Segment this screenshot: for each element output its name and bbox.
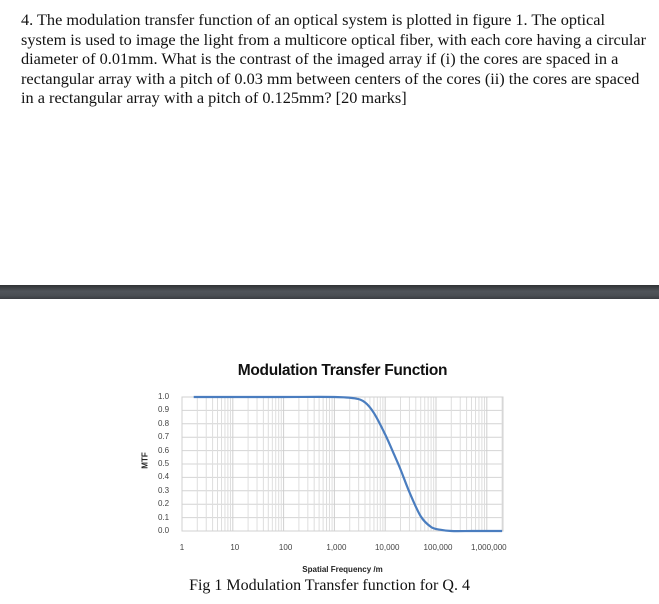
x-axis-label: Spatial Frequency /m — [302, 565, 383, 574]
y-tick-label: 0.6 — [158, 445, 170, 455]
y-tick-label: 0.4 — [158, 472, 170, 482]
y-tick-label: 0.0 — [158, 526, 170, 535]
y-tick-label: 0.5 — [158, 459, 170, 468]
x-tick-label: 100 — [278, 543, 293, 552]
x-tick-label: 10 — [230, 543, 240, 552]
x-tick-label: 100,000 — [423, 543, 453, 552]
figure-caption: Fig 1 Modulation Transfer function for Q… — [189, 577, 470, 594]
y-tick-label: 0.2 — [158, 499, 170, 509]
x-tick-label: 1,000,000 — [471, 543, 507, 552]
x-tick-label: 10,000 — [374, 543, 400, 552]
mtf-curve — [193, 395, 503, 533]
y-tick-label: 0.9 — [158, 405, 170, 415]
y-tick-label: 0.1 — [158, 512, 170, 522]
chart-title: Modulation Transfer Function — [237, 362, 448, 379]
y-tick-label: 0.3 — [158, 485, 170, 495]
y-tick-label: 0.8 — [158, 418, 170, 428]
page-divider-bar — [0, 285, 659, 299]
y-tick-label: 0.7 — [158, 432, 170, 442]
question-text: 4. The modulation transfer function of a… — [21, 10, 647, 108]
y-tick-label: 1.0 — [158, 392, 170, 401]
x-tick-label: 1 — [179, 543, 185, 552]
x-tick-label: 1,000 — [326, 543, 347, 552]
